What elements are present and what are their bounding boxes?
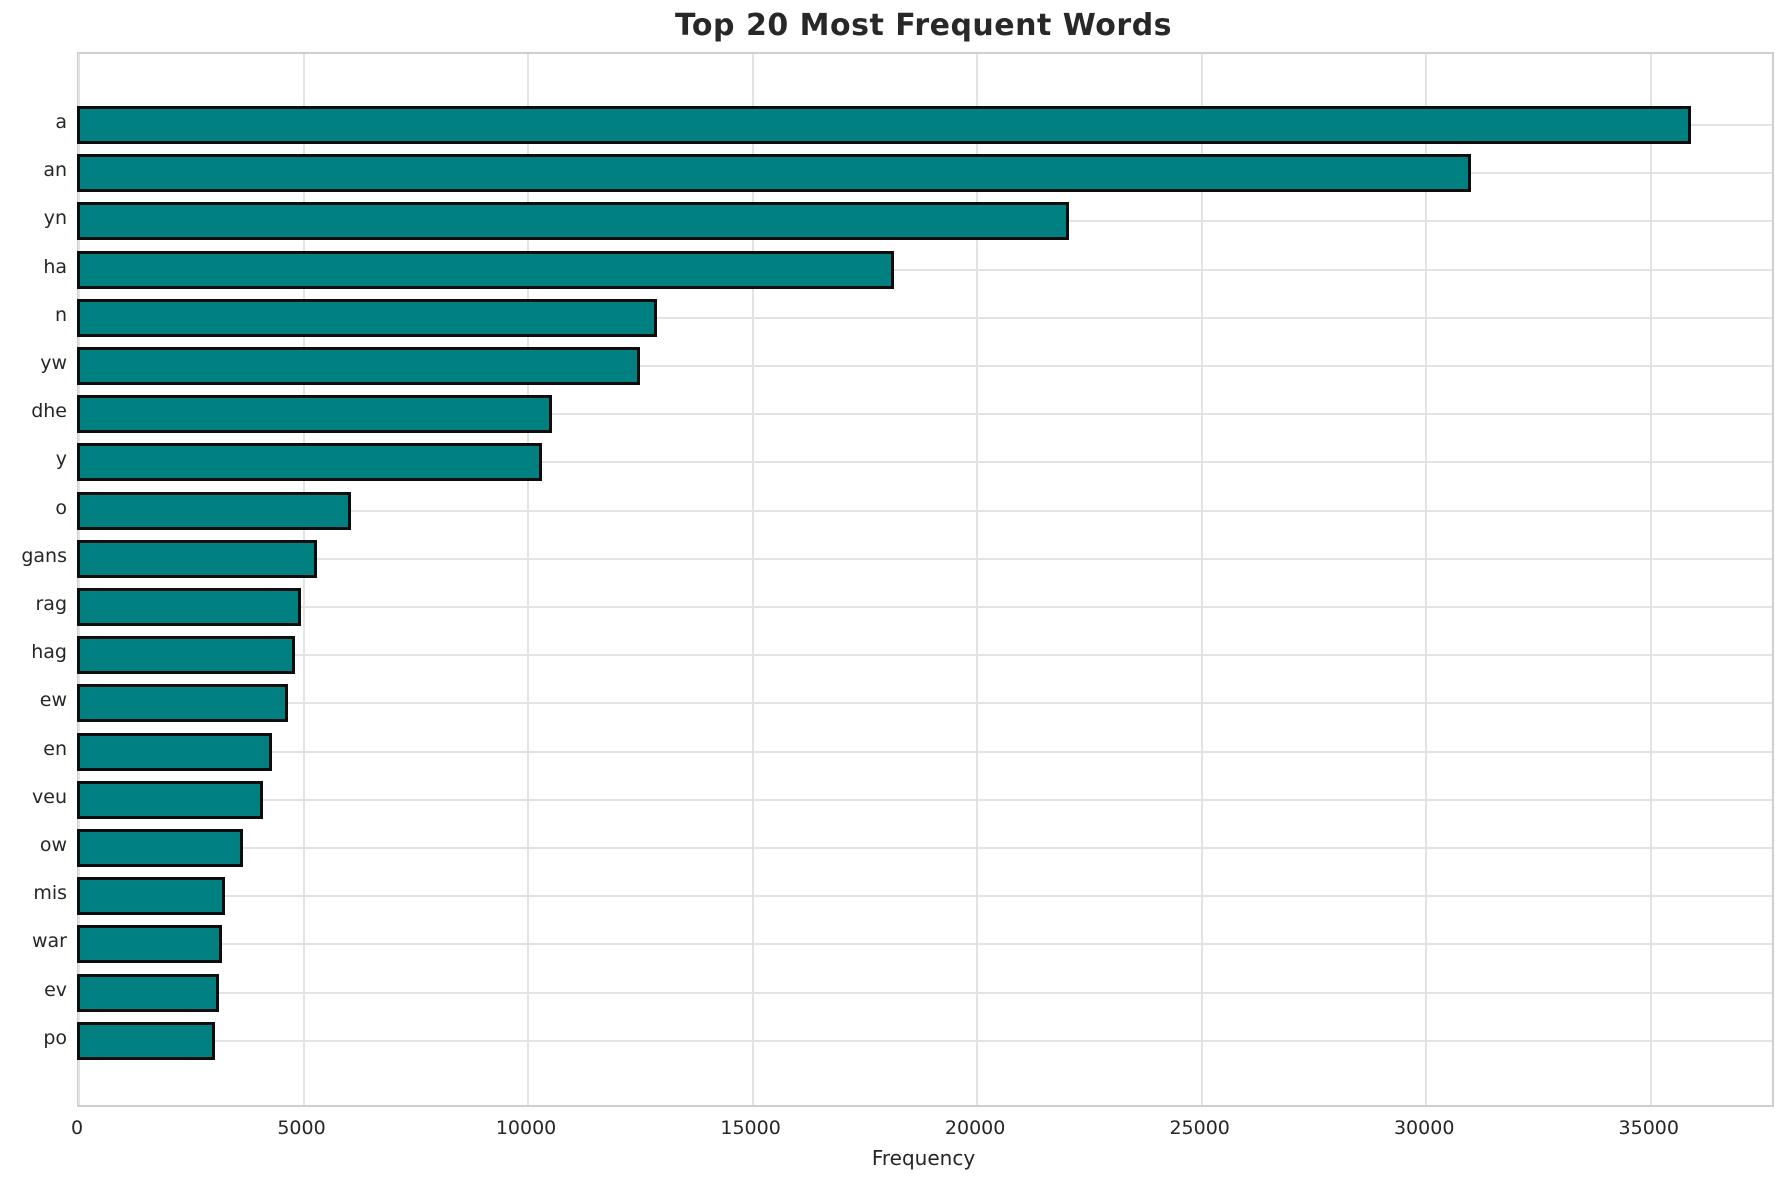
- bar-ev: [77, 973, 220, 1012]
- y-gridline: [79, 895, 1772, 898]
- y-gridline: [79, 654, 1772, 657]
- y-tick-label: y: [55, 448, 67, 471]
- x-tick-label: 10000: [495, 1117, 557, 1139]
- y-tick-label: ha: [43, 255, 67, 278]
- y-tick-label: po: [43, 1026, 67, 1049]
- plot-area: [77, 52, 1774, 1107]
- x-gridline: [1425, 54, 1428, 1105]
- x-gridline: [1200, 54, 1203, 1105]
- bar-a: [77, 106, 1692, 144]
- y-tick-label: a: [55, 111, 67, 133]
- bar-an: [77, 154, 1472, 193]
- bar-n: [77, 298, 658, 337]
- y-tick-label: yn: [43, 207, 67, 230]
- x-gridline: [78, 54, 80, 1105]
- x-gridline: [751, 54, 754, 1105]
- y-tick-label: o: [55, 496, 67, 519]
- x-gridline: [976, 54, 979, 1105]
- x-gridline: [527, 54, 530, 1105]
- y-tick-label: war: [32, 930, 67, 953]
- y-gridline: [79, 798, 1772, 801]
- y-gridline: [79, 847, 1772, 849]
- y-gridline: [79, 991, 1772, 994]
- bar-ha: [77, 250, 895, 289]
- chart-title: Top 20 Most Frequent Words: [674, 8, 1173, 43]
- y-tick-label: veu: [32, 785, 67, 808]
- y-tick-label: yw: [40, 352, 67, 374]
- y-tick-label: mis: [33, 882, 67, 905]
- bar-ow: [77, 829, 243, 867]
- y-gridline: [79, 750, 1772, 753]
- bar-o: [77, 491, 351, 530]
- bar-war: [77, 925, 222, 964]
- y-tick-label: rag: [35, 593, 67, 615]
- y-gridline: [79, 413, 1772, 416]
- bar-dhe: [77, 395, 553, 434]
- x-tick-label: 0: [70, 1117, 84, 1139]
- x-tick-label: 35000: [1618, 1117, 1679, 1139]
- bar-veu: [77, 780, 264, 819]
- bar-y: [77, 443, 542, 482]
- y-tick-label: en: [43, 737, 67, 760]
- y-gridline: [79, 557, 1772, 560]
- x-tick-label: 20000: [944, 1117, 1006, 1139]
- y-gridline: [79, 702, 1772, 705]
- y-gridline: [79, 316, 1772, 319]
- y-gridline: [79, 461, 1772, 464]
- y-tick-label: an: [43, 159, 67, 182]
- y-gridline: [79, 268, 1772, 271]
- x-gridline: [302, 54, 305, 1105]
- x-tick-label: 25000: [1169, 1117, 1230, 1139]
- y-tick-label: ev: [44, 978, 67, 1001]
- y-gridline: [79, 943, 1772, 946]
- y-tick-label: ow: [39, 834, 67, 856]
- x-tick-label: 5000: [277, 1117, 326, 1139]
- bar-ew: [77, 684, 288, 723]
- y-gridline: [79, 365, 1772, 367]
- y-gridline: [79, 509, 1772, 512]
- bar-yw: [77, 347, 641, 385]
- y-tick-label: gans: [21, 544, 67, 567]
- bar-po: [77, 1021, 215, 1060]
- x-tick-label: 30000: [1393, 1117, 1455, 1139]
- y-gridline: [79, 1039, 1772, 1042]
- bar-mis: [77, 877, 225, 916]
- y-gridline: [79, 606, 1772, 608]
- bar-en: [77, 732, 273, 771]
- x-gridline: [1649, 54, 1652, 1105]
- x-axis-title: Frequency: [871, 1146, 976, 1170]
- x-tick-label: 15000: [720, 1117, 781, 1139]
- y-tick-label: dhe: [31, 400, 67, 423]
- y-tick-label: hag: [31, 641, 67, 664]
- y-tick-label: ew: [39, 689, 67, 712]
- bar-hag: [77, 636, 295, 675]
- bar-rag: [77, 588, 302, 626]
- y-tick-label: n: [54, 303, 67, 326]
- bar-gans: [77, 539, 317, 578]
- bar-yn: [77, 202, 1070, 241]
